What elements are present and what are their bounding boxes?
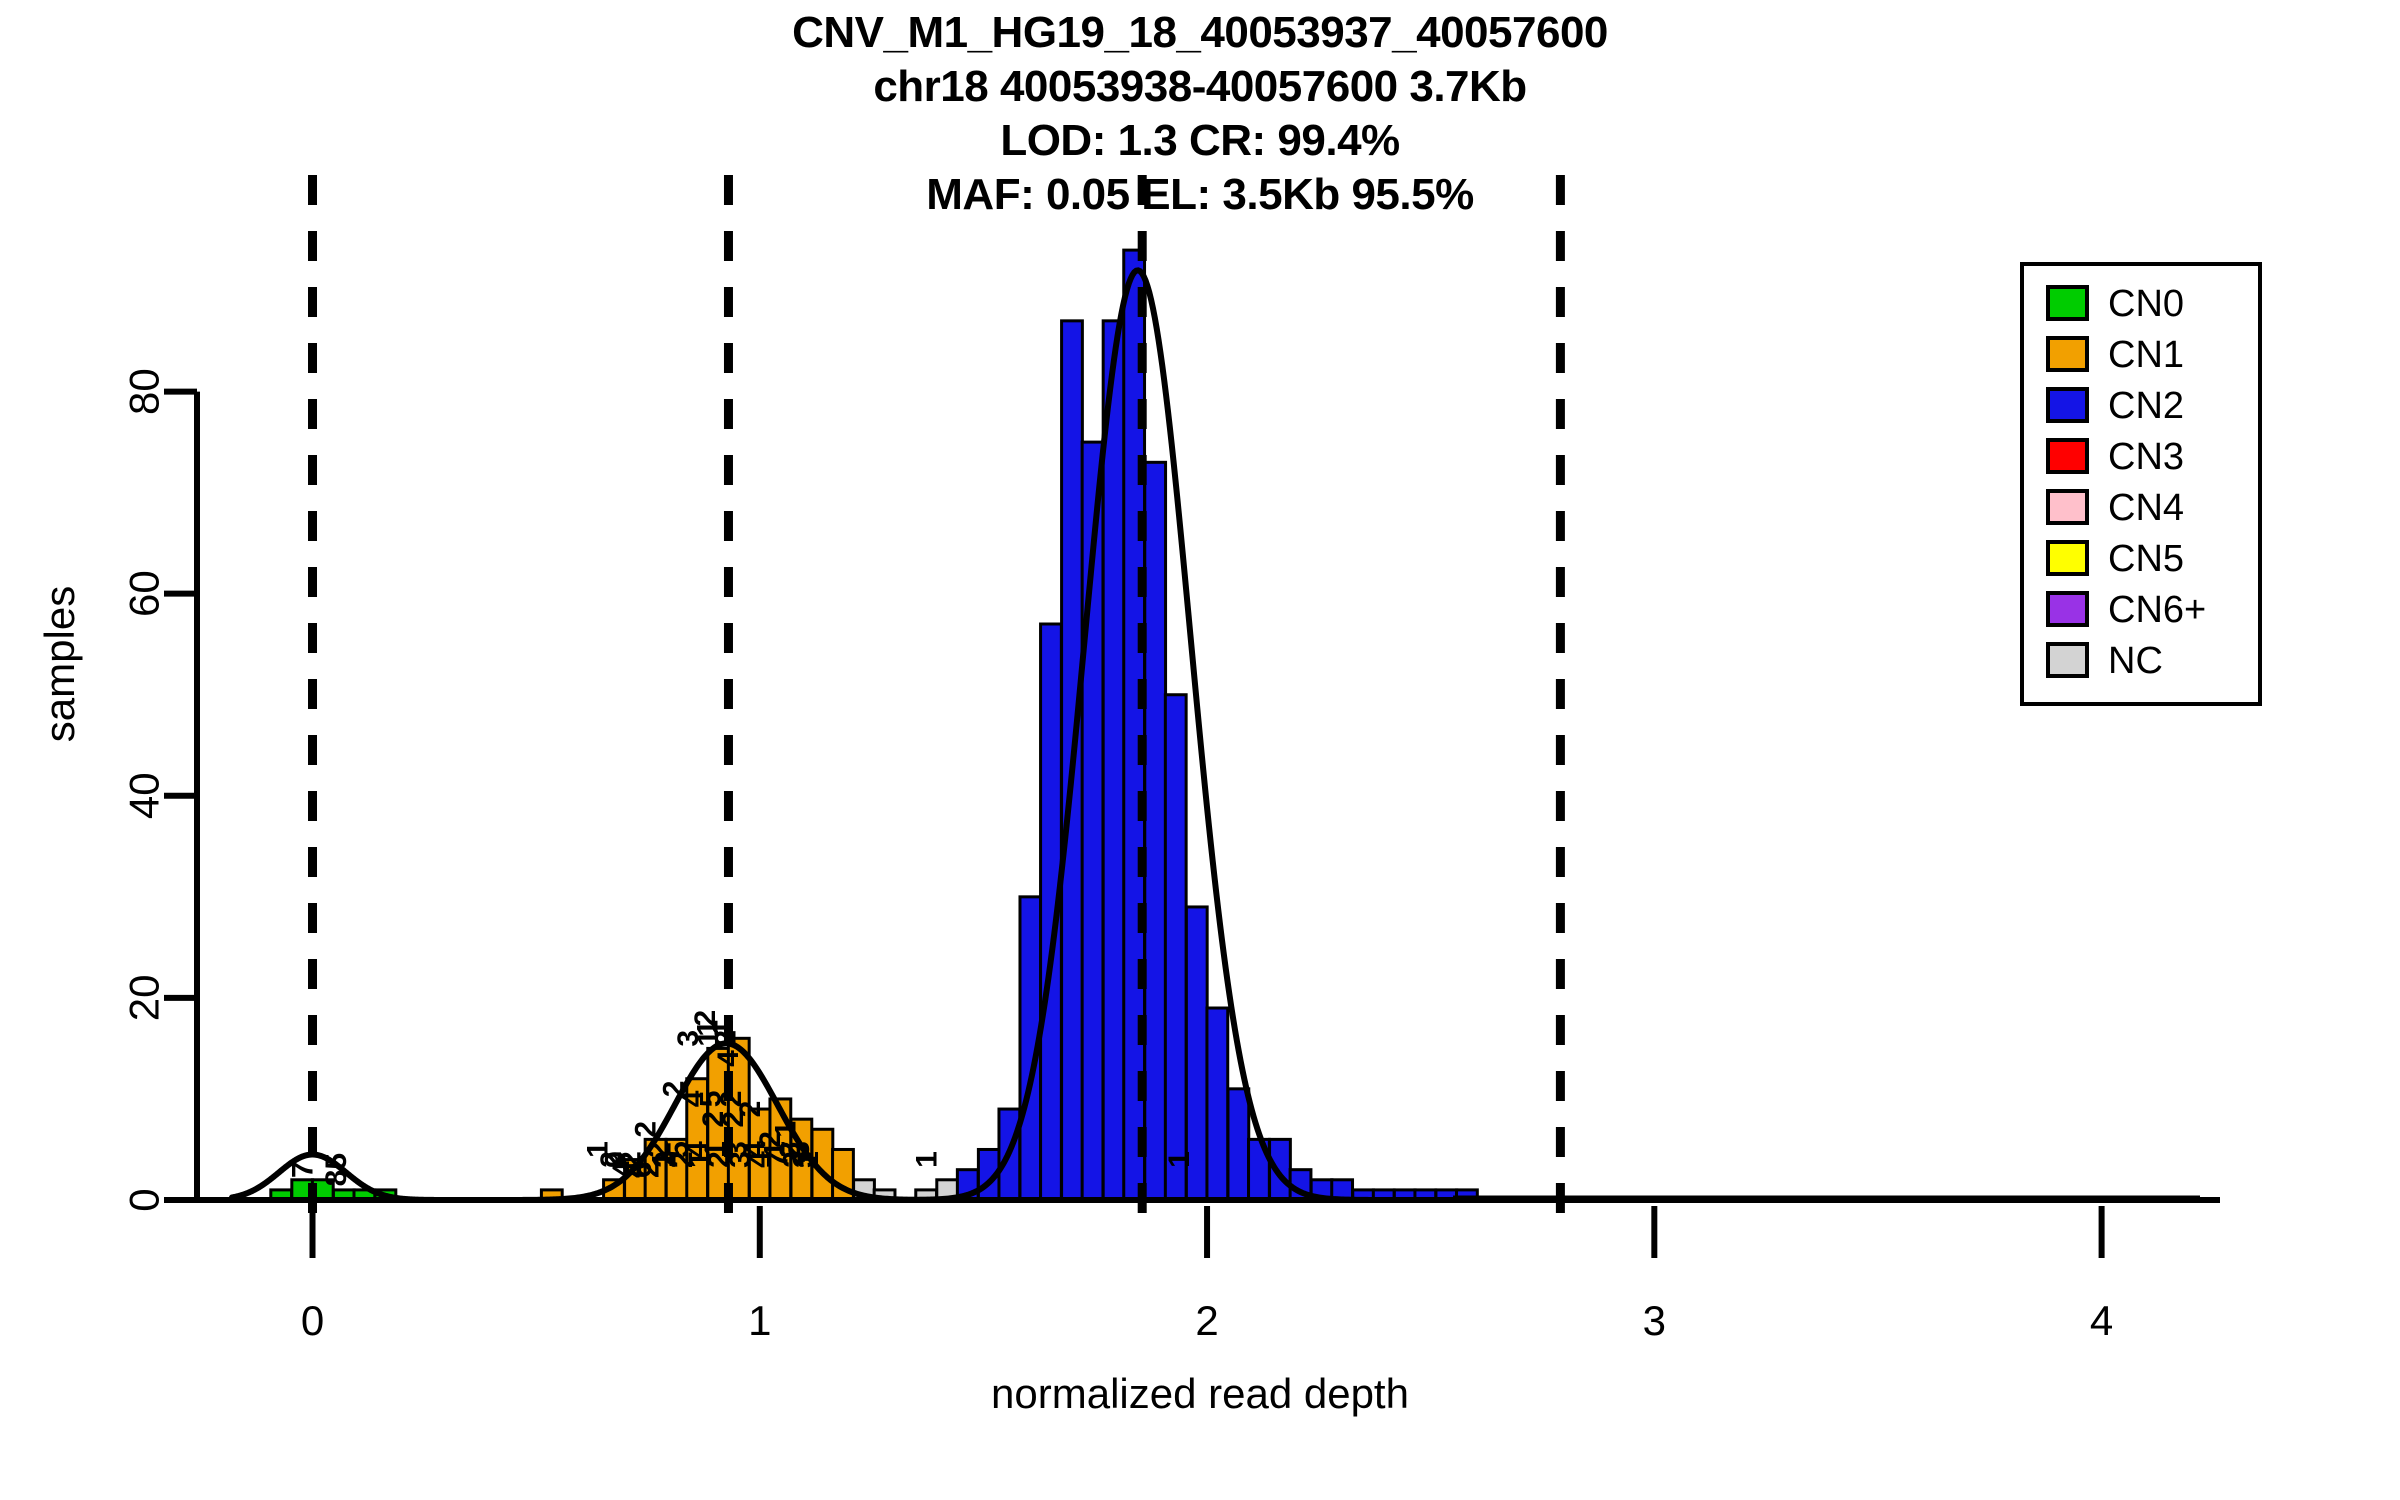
bar-count-label: 1 [770, 1121, 803, 1138]
y-tick-label: 80 [121, 368, 168, 415]
x-tick-label: 0 [301, 1297, 324, 1344]
bar-count-label: 4 [677, 1090, 710, 1107]
legend-label: CN2 [2108, 385, 2184, 427]
legend-item[interactable]: CN6+ [2046, 589, 2206, 631]
bar-count-label: 1 [692, 1030, 725, 1047]
bar-count-label: 2 [717, 1111, 750, 1128]
histogram-bar [1163, 693, 1188, 1202]
y-tick-label: 0 [121, 1188, 168, 1211]
legend-label: NC [2108, 640, 2163, 682]
legend-label: CN1 [2108, 334, 2184, 376]
legend-item[interactable]: CN0 [2046, 283, 2184, 325]
bar-count-label: 7 [287, 1161, 320, 1178]
bar-count-label: 3 [720, 1141, 753, 1158]
bar-count-label: 1 [684, 1151, 717, 1168]
bar-count-label: 9 [600, 1151, 633, 1168]
bar-count-label: 1 [699, 1141, 732, 1158]
legend-item[interactable]: CN2 [2046, 385, 2184, 427]
x-axis-title: normalized read depth [991, 1370, 1409, 1417]
x-tick-label: 1 [748, 1297, 771, 1344]
bar-count-label: 5 [694, 1091, 727, 1108]
bar-count-label: 2 [630, 1121, 663, 1138]
bar-count-label: 2 [614, 1151, 647, 1168]
legend-swatch-nc [2046, 642, 2089, 678]
bar-count-label: 1 [647, 1151, 680, 1168]
bar-count-label: 2 [650, 1151, 683, 1168]
bar-count-label: 6 [625, 1161, 658, 1178]
bar-count-label: 5 [662, 1141, 695, 1158]
bar-count-label: 2 [689, 1010, 722, 1027]
bar-count-label: 1 [910, 1151, 943, 1168]
legend-item[interactable]: NC [2046, 640, 2163, 682]
histogram-bar [1205, 1006, 1230, 1202]
legend: CN0 CN1 CN2 CN3 CN4 CN5 CN6+ NC [2020, 262, 2262, 706]
threshold-lines [308, 175, 1565, 1235]
legend-swatch-cn5 [2046, 540, 2089, 576]
bar-count-label: 2 [754, 1131, 787, 1148]
legend-item[interactable]: CN3 [2046, 436, 2184, 478]
bar-count-label: 4 [680, 1141, 713, 1158]
legend-label: CN6+ [2108, 589, 2206, 631]
bar-count-label: 3 [724, 1151, 757, 1168]
bar-count-label: 2 [778, 1151, 811, 1168]
legend-swatch-cn2 [2046, 387, 2089, 423]
bar-count-labels: 7 851294246222122523441211521212422332442… [287, 1010, 1197, 1187]
bar-count-label: 4 [712, 1050, 745, 1067]
legend-item[interactable]: CN5 [2046, 538, 2184, 580]
histogram-bars [269, 248, 1479, 1202]
legend-item[interactable]: CN4 [2046, 487, 2184, 529]
bar-count-label: 4 [743, 1151, 776, 1168]
bar-count-label: 2 [633, 1161, 666, 1178]
bar-count-label: 3 [787, 1151, 820, 1168]
legend-label: CN0 [2108, 283, 2184, 325]
legend-swatch-cn3 [2046, 438, 2089, 474]
bar-count-label: 2 [702, 1151, 735, 1168]
bar-count-label: 1 [792, 1151, 825, 1168]
x-tick-label: 2 [1195, 1297, 1218, 1344]
bar-count-label: 1 [1163, 1151, 1196, 1168]
histogram-bar [1226, 1087, 1251, 1202]
bar-count-label: 7 [762, 1151, 795, 1168]
bar-count-label: 2 [666, 1151, 699, 1168]
bar-count-label: 3 [672, 1030, 705, 1047]
histogram-bar [1101, 319, 1126, 1202]
legend-label: CN4 [2108, 487, 2184, 529]
bar-count-label: 2 [658, 1081, 691, 1098]
bar-count-label: 2 [710, 1030, 743, 1047]
legend-swatch-cn1 [2046, 336, 2089, 372]
bar-count-label: 1 [758, 1141, 791, 1158]
bar-count-label: 1 [582, 1141, 615, 1158]
bar-count-label: 2 [595, 1151, 628, 1168]
x-tick-label: 4 [2090, 1297, 2113, 1344]
y-tick-label: 40 [121, 772, 168, 819]
bar-count-label: 4 [738, 1141, 771, 1158]
bar-count-label: 2 [734, 1101, 767, 1118]
bar-count-label: 4 [617, 1161, 650, 1178]
legend-swatch-cn4 [2046, 489, 2089, 525]
histogram-bar [1122, 248, 1147, 1202]
legend-label: CN5 [2108, 538, 2184, 580]
legend-box [2020, 262, 2262, 706]
x-tick-label: 3 [1643, 1297, 1666, 1344]
histogram-bar [1143, 460, 1168, 1202]
legend-swatch-cn0 [2046, 285, 2089, 321]
bar-count-label: 2 [642, 1141, 675, 1158]
bar-count-label: 3 [783, 1141, 816, 1158]
bar-count-label: 1 [707, 1020, 740, 1037]
bar-count-label: 4 [607, 1161, 640, 1178]
legend-swatch-cn6plus [2046, 591, 2089, 627]
bar-count-label: 2 [715, 1091, 748, 1108]
bar-count-label: 1 [691, 1020, 724, 1037]
legend-label: CN3 [2108, 436, 2184, 478]
legend-item[interactable]: CN1 [2046, 334, 2184, 376]
bar-count-label: 2 [697, 1111, 730, 1128]
bar-count-label: 85 [320, 1153, 353, 1186]
y-tick-label: 20 [121, 975, 168, 1022]
y-tick-label: 60 [121, 570, 168, 617]
bar-count-label: 2 [774, 1141, 807, 1158]
